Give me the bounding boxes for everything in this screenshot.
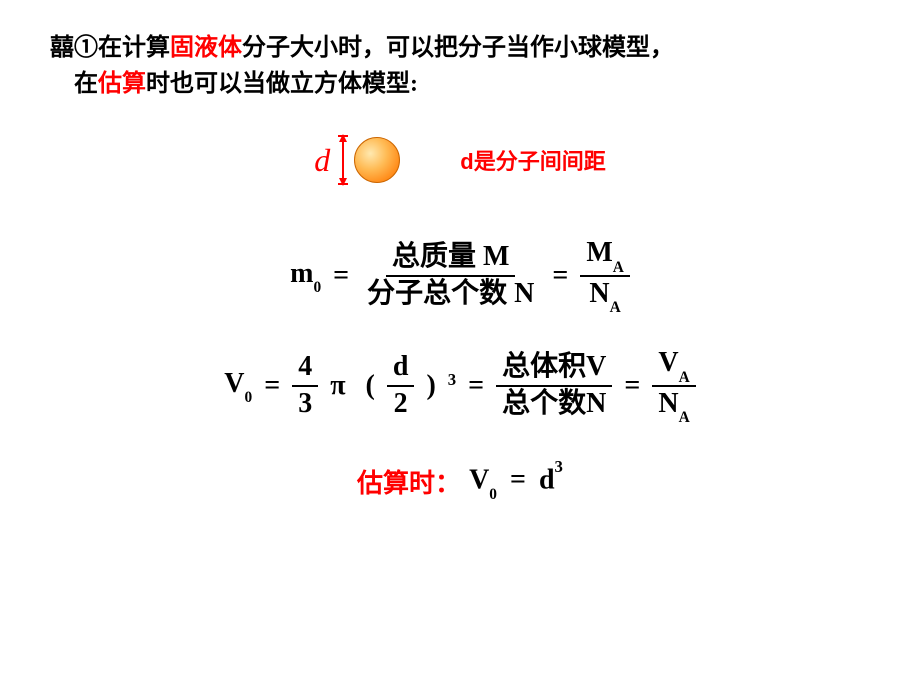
m-sub: 0: [313, 279, 321, 296]
den-3: 3: [292, 387, 318, 420]
vol-num-sym: V: [586, 351, 606, 382]
va-sub: A: [679, 369, 690, 386]
na-sym: N: [589, 278, 609, 309]
den-sym: N: [514, 278, 534, 309]
den-2: 2: [388, 387, 414, 420]
na2-sub: A: [679, 409, 690, 426]
na-sub: A: [610, 299, 621, 316]
header-line-1: 囍①在计算固液体分子大小时，可以把分子当作小球模型，: [50, 30, 870, 66]
eq-sign-3: =: [264, 370, 280, 402]
rparen: ): [426, 370, 435, 402]
v0-lhs: V0: [224, 368, 252, 404]
vol-den-sym: N: [586, 388, 606, 419]
num-4: 4: [292, 352, 318, 387]
estimate-formula: V0 = d3: [469, 463, 563, 500]
v-sub: 0: [245, 389, 253, 406]
estimate-label: 估算时：: [357, 463, 461, 500]
vol-den-cn: 总个数: [502, 388, 586, 419]
lparen: (: [366, 370, 375, 402]
ma-sub: A: [613, 259, 624, 276]
num-cn: 总质量: [392, 241, 476, 272]
header-text-pre: 在计算: [98, 35, 170, 61]
est-d: d: [539, 464, 555, 495]
frac-totalvol-count: 总体积V 总个数N: [496, 352, 612, 420]
header-text-red: 固液体: [170, 35, 242, 61]
bullet-marker: 囍①: [50, 35, 98, 61]
formula-volume: V0 = 4 3 π ( d 2 )3 = 总体积V 总个数N = VA NA: [50, 348, 870, 423]
formula-mass: m0 = 总质量 M 分子总个数 N = MA NA: [50, 238, 870, 313]
frac-4-3: 4 3: [292, 352, 318, 420]
eq-sign-4: =: [468, 370, 484, 402]
header-line-2: 在估算时也可以当做立方体模型:: [74, 66, 870, 102]
frac-va-na: VA NA: [652, 348, 695, 423]
va-sym: V: [658, 347, 678, 378]
vol-num-cn: 总体积: [502, 351, 586, 382]
den-cn: 分子总个数: [367, 278, 507, 309]
pi-symbol: π: [330, 370, 345, 402]
eq-sign-5: =: [624, 370, 640, 402]
est-eq: =: [510, 464, 526, 495]
exp-3: 3: [448, 370, 456, 390]
sphere-diagram: d: [314, 132, 400, 188]
diagram-row: d d是分子间间距: [50, 132, 870, 188]
d-label: d: [314, 142, 330, 179]
ma-sym: M: [586, 237, 612, 268]
header2-red: 估算: [98, 71, 146, 97]
header2-post: 时也可以当做立方体模型:: [146, 71, 418, 97]
estimate-row: 估算时： V0 = d3: [50, 463, 870, 500]
na2-sym: N: [658, 388, 678, 419]
frac-ma-over-na: MA NA: [580, 238, 630, 313]
est-v-sub: 0: [489, 486, 497, 503]
dimension-arrow-icon: [336, 132, 350, 188]
header2-pre: 在: [74, 71, 98, 97]
num-sym: M: [483, 241, 509, 272]
num-d: d: [387, 352, 415, 387]
est-v: V: [469, 464, 489, 495]
header-text-post: 分子大小时，可以把分子当作小球模型，: [242, 35, 674, 61]
d-description: d是分子间间距: [460, 144, 605, 176]
molecule-sphere-icon: [354, 137, 400, 183]
eq-sign: =: [333, 260, 349, 292]
v-var: V: [224, 368, 244, 399]
frac-mass-over-count: 总质量 M 分子总个数 N: [361, 242, 540, 310]
m-var: m: [290, 258, 313, 289]
est-d-exp: 3: [555, 457, 563, 476]
slide-content: 囍①在计算固液体分子大小时，可以把分子当作小球模型， 在估算时也可以当做立方体模…: [0, 0, 920, 690]
m0-lhs: m0: [290, 258, 321, 294]
frac-d-2: d 2: [387, 352, 415, 420]
eq-sign-2: =: [552, 260, 568, 292]
